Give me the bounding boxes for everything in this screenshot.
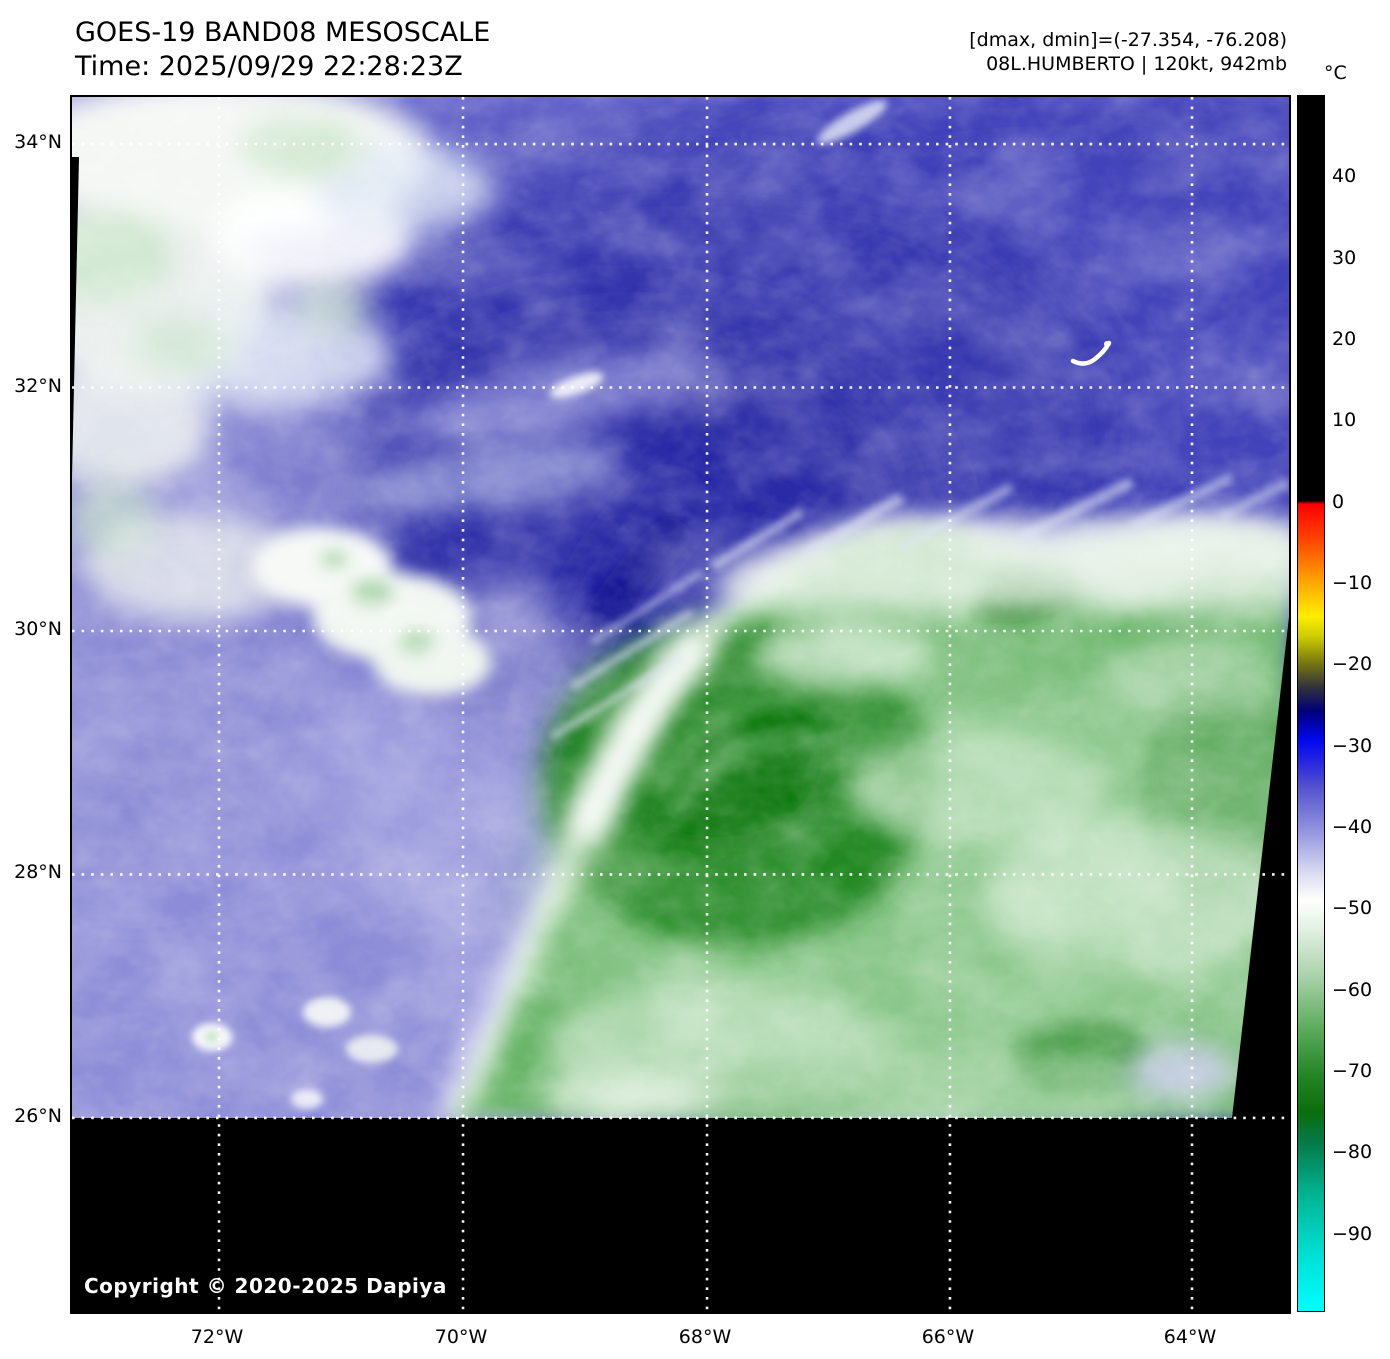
colorbar-tick-label: −60 — [1332, 978, 1373, 1001]
lon-tick-label: 72°W — [190, 1326, 244, 1348]
lon-tick-label: 64°W — [1163, 1326, 1217, 1348]
colorbar-tick-label: −80 — [1332, 1141, 1373, 1164]
storm-annotation: 08L.HUMBERTO | 120kt, 942mb — [986, 53, 1287, 75]
colorbar-tick-label: −70 — [1332, 1059, 1373, 1082]
nodata-wedge-right — [1232, 617, 1289, 1118]
colorbar-tick-label: 40 — [1332, 165, 1357, 188]
nodata-band-bottom — [72, 1118, 1289, 1312]
temperature-colorbar — [1297, 95, 1325, 1312]
annotation-block: [dmax, dmin]=(-27.354, -76.208) 08L.HUMB… — [969, 28, 1287, 76]
colorbar-tick-label: −90 — [1332, 1222, 1373, 1245]
nodata-sliver-left — [72, 157, 79, 477]
colorbar-tick-label: −50 — [1332, 897, 1373, 920]
lat-tick-label: 30°N — [14, 617, 62, 640]
satellite-imagery — [72, 97, 1289, 1312]
lat-tick-label: 28°N — [14, 861, 62, 884]
lat-tick-label: 34°N — [14, 131, 62, 154]
lon-tick-label: 66°W — [921, 1326, 975, 1348]
copyright-text: Copyright © 2020-2025 Dapiya — [84, 1274, 447, 1298]
timestamp: Time: 2025/09/29 22:28:23Z — [75, 51, 463, 82]
lon-tick-label: 70°W — [434, 1326, 488, 1348]
graticule — [72, 97, 1289, 1312]
colorbar-tick-label: −10 — [1332, 571, 1373, 594]
colorbar-tick-label: −30 — [1332, 734, 1373, 757]
colorbar-tick-label: 30 — [1332, 246, 1357, 269]
page-title: GOES-19 BAND08 MESOSCALE — [75, 17, 491, 48]
lat-tick-label: 26°N — [14, 1104, 62, 1127]
satellite-map-canvas: Copyright © 2020-2025 Dapiya — [70, 95, 1291, 1314]
title-block: GOES-19 BAND08 MESOSCALE Time: 2025/09/2… — [75, 16, 490, 84]
colorbar-unit-label: °C — [1324, 62, 1347, 84]
colorbar-tick-label: 0 — [1332, 490, 1345, 513]
colorbar-tick-label: −20 — [1332, 653, 1373, 676]
dmax-dmin-annotation: [dmax, dmin]=(-27.354, -76.208) — [969, 29, 1287, 51]
colorbar-tick-label: 20 — [1332, 327, 1357, 350]
colorbar-tick-label: −40 — [1332, 815, 1373, 838]
lat-tick-label: 32°N — [14, 374, 62, 397]
lon-tick-label: 68°W — [678, 1326, 732, 1348]
colorbar-tick-label: 10 — [1332, 409, 1357, 432]
